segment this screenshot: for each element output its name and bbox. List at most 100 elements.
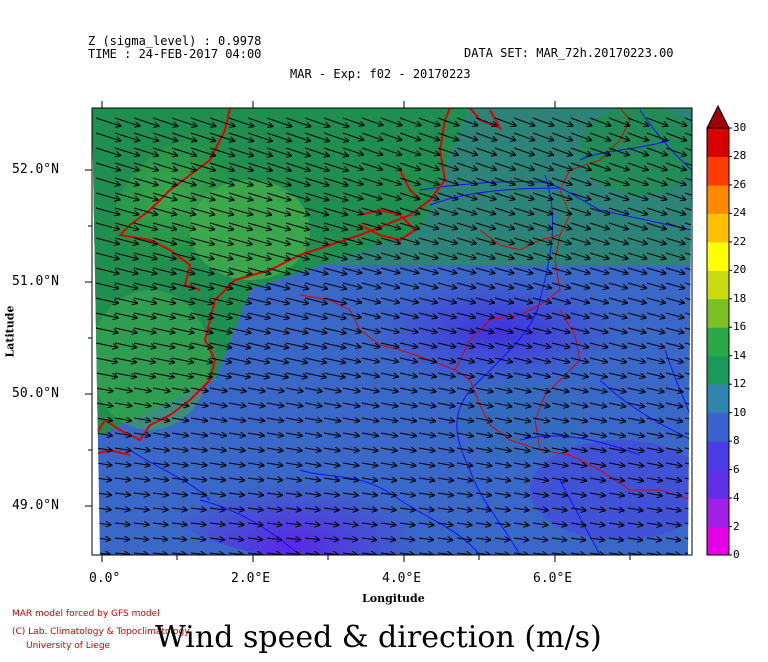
wind-arrow: [209, 448, 226, 451]
wind-arrow: [380, 327, 399, 332]
wind-arrow: [570, 402, 587, 407]
wind-arrow: [684, 372, 692, 378]
colorbar-band: [707, 469, 729, 499]
wind-arrow: [513, 327, 532, 332]
wind-arrow: [437, 433, 454, 436]
wind-field: [92, 108, 692, 555]
wind-arrow: [133, 372, 155, 377]
wind-arrow: [437, 327, 456, 332]
wind-arrow: [285, 132, 310, 141]
colorbar-band: [707, 241, 729, 271]
wind-arrow: [266, 342, 288, 348]
wind-arrow: [342, 388, 360, 391]
wind-arrow: [190, 403, 207, 406]
wind-arrow: [494, 387, 512, 392]
wind-arrow: [114, 342, 136, 348]
wind-arrow: [437, 463, 453, 466]
wind-arrow: [152, 357, 174, 362]
wind-arrow: [228, 508, 244, 510]
wind-arrow: [589, 207, 609, 214]
wind-arrow: [133, 192, 158, 200]
wind-arrow: [437, 403, 454, 406]
wind-arrow: [437, 508, 453, 510]
wind-arrow: [342, 418, 359, 421]
wind-arrow: [247, 222, 271, 230]
wind-arrow: [456, 297, 475, 303]
wind-arrow: [209, 192, 234, 200]
wind-arrow: [589, 357, 607, 362]
wind-arrow: [665, 207, 685, 214]
wind-arrow: [209, 267, 232, 274]
wind-arrow: [608, 493, 624, 496]
wind-arrow: [114, 267, 138, 274]
wind-arrow: [152, 177, 177, 185]
wind-arrow: [665, 252, 685, 259]
wind-arrow: [418, 538, 433, 540]
wind-arrow: [570, 327, 589, 333]
wind-arrow: [342, 403, 359, 406]
wind-arrow: [570, 132, 591, 140]
wind-arrow: [285, 162, 310, 171]
colorbar-band: [707, 213, 729, 243]
wind-arrow: [494, 162, 515, 170]
wind-arrow: [190, 192, 215, 200]
wind-arrow: [304, 207, 328, 215]
wind-arrow: [228, 523, 244, 525]
wind-arrow: [646, 357, 664, 362]
wind-arrow: [437, 117, 459, 125]
wind-arrow: [494, 267, 513, 273]
wind-arrow: [190, 523, 206, 525]
wind-arrow: [285, 312, 308, 318]
wind-arrow: [399, 147, 420, 155]
wind-arrow: [665, 433, 682, 436]
wind-arrow: [380, 177, 401, 184]
wind-arrow: [209, 372, 231, 377]
lat-tick-50: 50.0°N: [12, 386, 59, 401]
wind-arrow: [95, 372, 117, 377]
wind-arrow: [418, 297, 437, 303]
wind-arrow: [513, 418, 530, 421]
wind-arrow: [513, 147, 534, 155]
wind-arrow: [323, 403, 340, 406]
wind-arrow: [133, 327, 156, 333]
wind-arrow: [665, 538, 680, 540]
wind-arrow: [95, 252, 119, 259]
wind-arrow: [646, 372, 664, 377]
wind-arrow: [532, 147, 553, 155]
wind-arrow: [266, 372, 288, 377]
wind-arrow: [266, 463, 282, 466]
wind-arrow: [589, 463, 605, 466]
wind-arrow: [665, 478, 681, 481]
wind-arrow: [114, 282, 137, 288]
wind-arrow: [418, 327, 437, 332]
wind-arrow: [399, 433, 416, 436]
wind-arrow: [152, 342, 174, 348]
wind-arrow: [209, 327, 232, 333]
wind-arrow: [209, 508, 225, 510]
wind-arrow: [646, 177, 667, 185]
wind-arrow: [209, 538, 224, 540]
wind-arrow: [190, 147, 215, 156]
lon-tick-6: 6.0°E: [533, 571, 573, 586]
wind-arrow: [532, 177, 553, 185]
wind-arrow: [513, 357, 531, 362]
wind-arrow: [95, 312, 118, 318]
wind-arrow: [570, 508, 586, 510]
wind-arrow: [380, 252, 400, 258]
wind-arrow: [475, 357, 493, 362]
wind-arrow: [342, 147, 363, 155]
wind-arrow: [304, 372, 326, 377]
wind-arrow: [684, 387, 692, 393]
wind-arrow: [570, 267, 589, 273]
wind-arrow: [285, 147, 310, 156]
wind-arrow: [323, 448, 340, 451]
colorbar-band: [707, 355, 729, 385]
colorbar-label: 8: [733, 434, 740, 448]
wind-arrow: [171, 267, 194, 274]
wind-arrow: [247, 433, 264, 436]
wind-arrow: [171, 523, 187, 525]
wind-arrow: [190, 237, 214, 244]
wind-arrow: [551, 177, 572, 185]
wind-arrow: [608, 117, 629, 126]
wind-arrow: [304, 463, 320, 466]
